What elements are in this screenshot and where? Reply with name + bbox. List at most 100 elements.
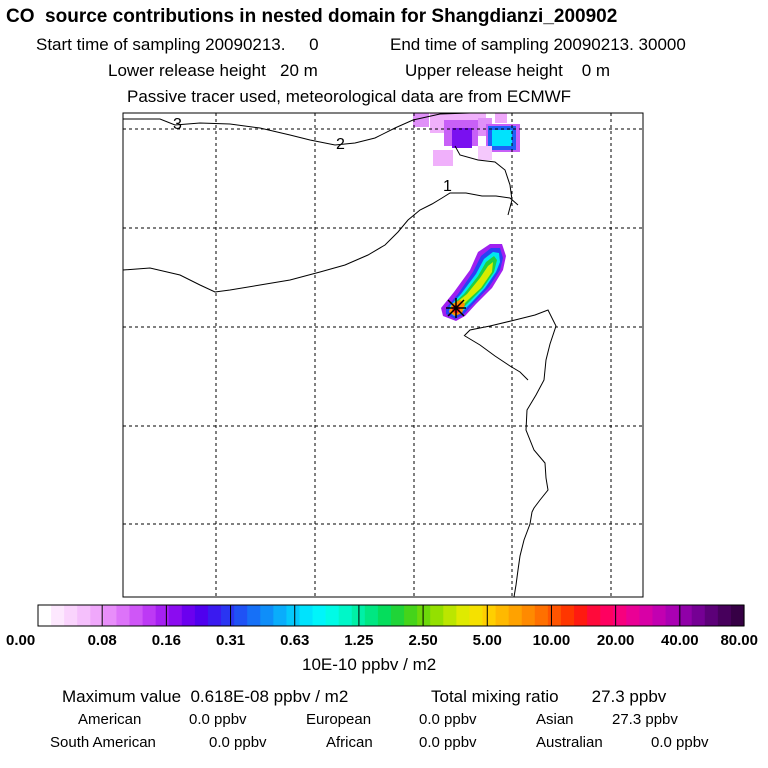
color-scale-swatch xyxy=(443,605,457,626)
color-scale-swatch xyxy=(521,605,536,626)
map-frame xyxy=(122,112,644,598)
region-european-value: 0.0 ppbv xyxy=(419,711,477,728)
color-scale-tick-label: 20.00 xyxy=(597,632,635,649)
region-american-name: American xyxy=(78,711,142,728)
north-patch xyxy=(495,113,507,123)
coastline xyxy=(464,335,529,381)
release-site-marker xyxy=(446,298,466,318)
color-scale-swatch xyxy=(90,605,104,626)
color-scale-swatch xyxy=(194,605,209,626)
chart-title: CO source contributions in nested domain… xyxy=(6,6,618,27)
lower-release-label: Lower release height 20 m xyxy=(108,61,318,80)
region-australian-value: 0.0 ppbv xyxy=(651,734,709,751)
north-patch xyxy=(478,146,492,160)
color-scale-swatch xyxy=(207,605,222,626)
color-scale-tick-label: 1.25 xyxy=(344,632,373,649)
color-scale-labels: 0.00 0.08 0.16 0.31 0.63 1.25 2.50 5.00 10.00 20.… xyxy=(6,632,758,649)
color-scale-swatch xyxy=(64,605,78,626)
color-scale-swatch xyxy=(613,605,627,626)
north-patch xyxy=(413,113,429,127)
region-south-american-value: 0.0 ppbv xyxy=(209,734,267,751)
color-scale-swatch xyxy=(377,605,392,626)
color-scale-swatch xyxy=(38,605,52,626)
start-time-label: Start time of sampling 20090213. 0 xyxy=(36,35,319,54)
north-patch xyxy=(492,130,512,146)
color-scale-swatch xyxy=(534,605,549,626)
plume-band-yellow xyxy=(455,262,493,308)
color-scale-swatch xyxy=(299,605,314,626)
color-scale-swatch xyxy=(364,605,379,626)
color-scale-swatch xyxy=(404,605,418,626)
region-american-value: 0.0 ppbv xyxy=(189,711,247,728)
region-african-value: 0.0 ppbv xyxy=(419,734,477,751)
color-scale-swatch xyxy=(639,605,654,626)
tracer-label: Passive tracer used, meteorological data… xyxy=(127,87,572,106)
end-time-label: End time of sampling 20090213. 30000 xyxy=(390,35,686,54)
color-scale-swatch xyxy=(168,605,183,626)
units-label: 10E-10 ppbv / m2 xyxy=(302,655,437,674)
region-african-name: African xyxy=(326,734,373,751)
color-scale-swatch xyxy=(234,605,248,626)
color-scale-tick-label: 10.00 xyxy=(533,632,571,649)
color-scale-swatch xyxy=(691,605,706,626)
color-scale-swatch xyxy=(51,605,65,626)
color-scale-tick-label: 0.31 xyxy=(216,632,245,649)
color-scale-swatch xyxy=(508,605,523,626)
color-scale-swatch xyxy=(273,605,287,626)
contour-label: 2 xyxy=(336,136,345,153)
color-scale-swatch xyxy=(456,605,471,626)
color-scale-swatch xyxy=(116,605,131,626)
contour-label: 1 xyxy=(443,178,452,195)
color-scale-swatch xyxy=(587,605,601,626)
color-scale-swatch xyxy=(652,605,667,626)
region-australian-name: Australian xyxy=(536,734,603,751)
color-scale-swatch xyxy=(325,605,340,626)
north-patch xyxy=(452,128,472,148)
grid-lines xyxy=(123,113,643,597)
color-scale-swatch xyxy=(391,605,405,626)
coastline xyxy=(123,192,519,293)
color-scale-swatch xyxy=(730,605,745,626)
color-scale-swatch xyxy=(77,605,91,626)
region-european-name: European xyxy=(306,711,372,728)
total-mixing-ratio-label: Total mixing ratio 27.3 ppbv xyxy=(431,687,667,706)
color-scale-swatch xyxy=(181,605,196,626)
contour-labels: 3 2 1 xyxy=(173,116,452,195)
color-scale-swatch xyxy=(221,605,235,626)
color-scale-tick-label: 0.00 xyxy=(6,632,35,649)
color-scale-swatch xyxy=(247,605,261,626)
color-scale-tick-label: 0.63 xyxy=(280,632,309,649)
color-scale-swatch xyxy=(430,605,444,626)
color-scale-tick-label: 40.00 xyxy=(661,632,699,649)
contour-label: 3 xyxy=(173,116,182,133)
color-scale-tick-label: 5.00 xyxy=(473,632,502,649)
color-scale-swatch xyxy=(155,605,170,626)
color-scale-tick-label: 0.08 xyxy=(88,632,117,649)
color-scale-swatch xyxy=(560,605,575,626)
region-south-american-name: South American xyxy=(50,734,156,751)
color-scale-swatch xyxy=(469,605,484,626)
color-scale-frame xyxy=(37,604,745,627)
maximum-value-label: Maximum value 0.618E-08 ppbv / m2 xyxy=(62,687,349,706)
color-scale-swatch xyxy=(495,605,510,626)
color-scale-swatch xyxy=(665,605,680,626)
region-asian-value: 27.3 ppbv xyxy=(612,711,678,728)
color-scale-swatch xyxy=(142,605,157,626)
color-scale-swatch xyxy=(704,605,719,626)
color-scale-swatch xyxy=(717,605,732,626)
color-scale-swatch xyxy=(600,605,614,626)
color-scale-swatch xyxy=(626,605,640,626)
color-scale-swatch xyxy=(129,605,144,626)
border-line xyxy=(123,113,498,146)
plume-layer xyxy=(413,113,520,321)
color-scale-tick-label: 0.16 xyxy=(152,632,181,649)
color-scale-swatch xyxy=(286,605,301,626)
color-scale-swatch xyxy=(482,605,497,626)
color-scale-tick-label: 80.00 xyxy=(720,632,758,649)
region-asian-name: Asian xyxy=(536,711,574,728)
color-scale-swatch xyxy=(678,605,693,626)
color-scale-swatch xyxy=(260,605,274,626)
color-scale-swatch xyxy=(547,605,562,626)
north-patch xyxy=(433,150,453,166)
